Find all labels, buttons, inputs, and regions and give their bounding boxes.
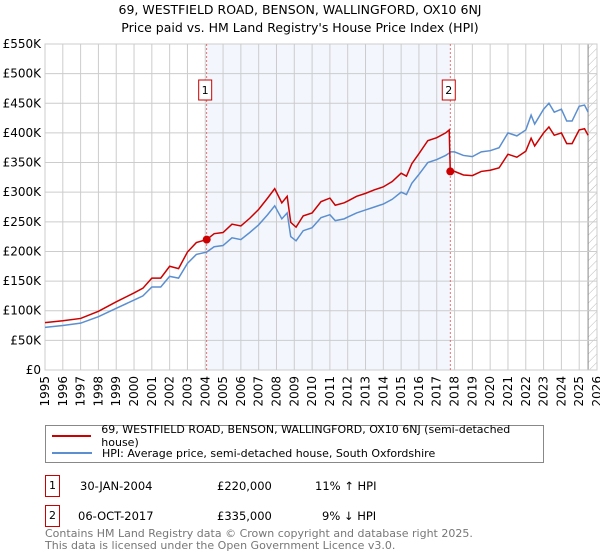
sale-badge: 1 [45,475,60,497]
x-tick-label: 2019 [465,376,479,407]
x-tick-label: 2013 [359,376,373,407]
x-tick-label: 2026 [590,376,600,407]
sale-hpi-diff: 9% ↓ HPI [322,509,377,523]
x-tick-label: 2009 [287,376,301,407]
legend-label: 69, WESTFIELD ROAD, BENSON, WALLINGFORD,… [101,423,511,449]
footer-line: This data is licensed under the Open Gov… [45,539,396,552]
x-tick-label: 2016 [412,376,426,407]
sale-label: 1 [202,84,209,97]
y-tick-label: £100K [3,304,43,318]
x-tick-label: 2008 [269,376,283,407]
series-line-property [44,125,589,324]
sale-point [202,235,211,244]
x-tick-label: 1999 [109,376,123,407]
y-tick-label: £500K [3,67,43,81]
x-tick-label: 2011 [323,376,337,407]
footer: Contains HM Land Registry data © Crown c… [45,528,473,552]
x-tick-label: 2017 [430,376,444,407]
x-tick-label: 2014 [376,376,390,407]
x-tick-label: 2018 [448,376,462,407]
y-tick-label: £0 [26,363,41,377]
x-tick-label: 2020 [483,376,497,407]
y-tick-label: £550K [3,37,43,51]
x-tick-label: 2024 [554,376,568,407]
x-tick-label: 1998 [91,376,105,407]
plot-border [44,43,598,371]
forecast-hatch [588,44,597,370]
x-tick-label: 2012 [341,376,355,407]
sale-date: 06-OCT-2017 [78,509,154,523]
sale-price: £335,000 [217,509,272,523]
x-tick-label: 2021 [501,376,515,407]
y-tick-label: £350K [3,156,43,170]
price-chart: £0 £50K £100K £150K £200K £250K £300K £350K £400… [3,37,600,407]
x-tick-label: 2002 [163,376,177,407]
legend-item-hpi: HPI: Average price, semi-detached house,… [52,445,435,461]
footer-line: Contains HM Land Registry data © Crown c… [45,527,473,540]
sale-label-box [198,79,213,101]
y-tick-label: £150K [3,274,43,288]
sale-price: £220,000 [217,479,272,493]
x-tick-label: 1996 [56,376,70,407]
series-line-hpi [44,102,589,329]
legend-swatch-blue [52,452,92,454]
y-tick-label: £300K [3,185,43,199]
sale-badge: 2 [45,505,60,527]
x-tick-label: 2000 [127,376,141,407]
sale-date: 30-JAN-2004 [80,479,153,493]
legend-swatch-red [52,435,92,437]
y-tick-label: £250K [3,215,43,229]
sale-period-shading [206,44,451,370]
y-tick-label: £450K [3,96,43,110]
x-tick-label: 2006 [234,376,248,407]
x-tick-label: 2023 [537,376,551,407]
sale-hpi-diff: 11% ↑ HPI [315,479,377,493]
x-tick-label: 2015 [394,376,408,407]
x-tick-label: 2010 [305,376,319,407]
y-tick-label: £50K [10,333,42,347]
sale-label: 2 [445,84,452,97]
y-tick-label: £400K [3,126,43,140]
sale-label-box [441,79,456,101]
x-tick-label: 2005 [216,376,230,407]
chart-title: 69, WESTFIELD ROAD, BENSON, WALLINGFORD,… [118,2,482,17]
sale-point [446,167,455,176]
chart-subtitle: Price paid vs. HM Land Registry's House … [121,20,479,35]
y-tick-label: £200K [3,244,43,258]
x-tick-label: 2022 [519,376,533,407]
x-tick-label: 2025 [572,376,586,407]
x-tick-label: 1995 [38,376,52,407]
x-tick-label: 2001 [145,376,159,407]
legend: 69, WESTFIELD ROAD, BENSON, WALLINGFORD,… [45,423,544,463]
legend-item-property: 69, WESTFIELD ROAD, BENSON, WALLINGFORD,… [52,423,543,449]
x-tick-label: 2003 [180,376,194,407]
x-tick-label: 2007 [252,376,266,407]
x-tick-label: 2004 [198,376,212,407]
legend-label: HPI: Average price, semi-detached house,… [102,446,436,460]
x-tick-label: 1997 [74,376,88,407]
